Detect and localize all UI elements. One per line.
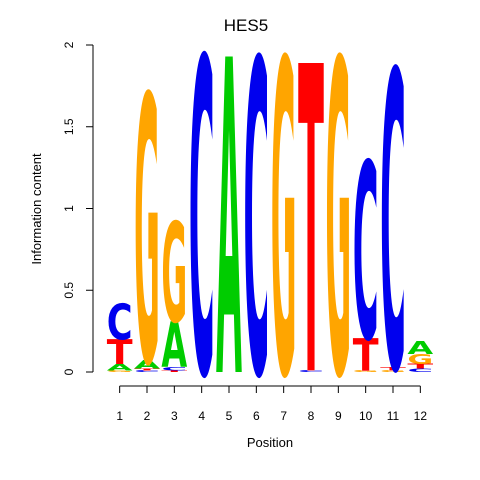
logo-stack-position-4: C <box>189 0 215 475</box>
logo-letter-c: C <box>243 0 269 475</box>
logo-letter-c: C <box>298 370 324 373</box>
logo-letter-c: C <box>134 370 160 373</box>
logo-letter-g: G <box>353 370 379 373</box>
logo-letter-g: G <box>134 22 160 448</box>
logo-stack-position-8: CT <box>298 0 324 470</box>
logo-letter-c: C <box>407 368 433 373</box>
x-tick-label: 12 <box>414 409 428 423</box>
logo-letter-c: C <box>107 294 133 352</box>
x-tick-label: 3 <box>171 409 178 423</box>
logo-letter-g: G <box>107 370 133 373</box>
x-tick-label: 7 <box>280 409 287 423</box>
logo-letter-g: G <box>271 0 297 475</box>
x-tick-label: 10 <box>359 409 373 423</box>
y-tick-label: 1 <box>62 205 76 212</box>
logo-letter-t: T <box>298 0 324 470</box>
logo-letter-c: C <box>380 0 406 464</box>
logo-letter-g: G <box>161 196 187 354</box>
logo-letter-t: T <box>353 328 379 381</box>
logo-stack-position-6: C <box>243 0 269 475</box>
logo-stack-position-9: G <box>325 0 351 475</box>
logo-letter-c: C <box>189 0 215 475</box>
logo-letter-t: T <box>380 366 407 371</box>
logo-letter-a: A <box>107 362 133 373</box>
logo-letter-g: G <box>407 352 433 368</box>
x-axis-label: Position <box>247 435 293 450</box>
logo-letter-a: A <box>134 358 161 371</box>
logo-stack-position-5: A <box>216 0 242 475</box>
logo-stack-position-7: G <box>271 0 297 475</box>
logo-letter-a: A <box>407 338 433 359</box>
logo-letter-g: G <box>325 0 351 475</box>
logo-stack-position-11: GTC <box>380 0 407 464</box>
chart-title: HES5 <box>224 16 268 35</box>
logo-letter-a: A <box>216 0 242 475</box>
logo-letter-a: A <box>161 308 187 382</box>
y-axis: 0 0.5 1 1.5 2 <box>62 41 94 375</box>
logo-letter-g: G <box>380 370 406 373</box>
logo-letter-t: T <box>161 370 188 373</box>
x-tick-label: 2 <box>144 409 151 423</box>
logo-stack-position-10: GTC <box>353 112 379 395</box>
x-tick-label: 8 <box>308 409 315 423</box>
x-tick-label: 11 <box>387 409 400 423</box>
y-tick-label: 2 <box>62 41 76 48</box>
logo-letter-t: T <box>134 368 161 371</box>
x-tick-label: 6 <box>253 409 260 423</box>
x-tick-label: 5 <box>226 409 233 423</box>
y-axis-label: Information content <box>29 153 44 265</box>
y-tick-label: 1.5 <box>62 118 76 135</box>
y-tick-label: 0.5 <box>62 282 76 299</box>
x-tick-label: 9 <box>335 409 342 423</box>
x-axis: 1 2 3 4 5 6 7 8 9 10 11 12 <box>116 385 428 423</box>
y-tick-label: 0 <box>62 368 76 375</box>
logo-letter-t: T <box>407 363 433 371</box>
x-tick-label: 1 <box>116 409 123 423</box>
x-tick-label: 4 <box>198 409 205 423</box>
logo-letter-c: C <box>353 112 379 395</box>
logo-letter-t: T <box>107 334 133 373</box>
logo-letter-c: C <box>161 366 187 371</box>
